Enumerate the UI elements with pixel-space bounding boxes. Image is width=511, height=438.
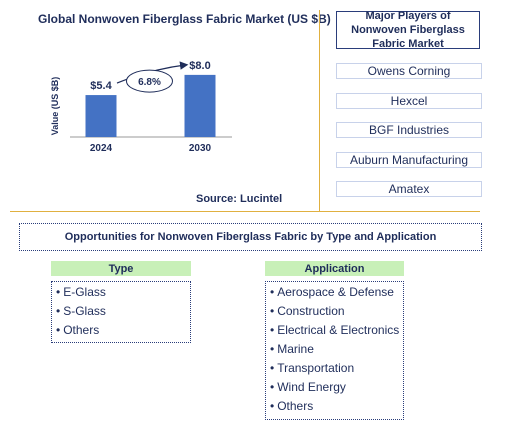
horizontal-divider <box>10 211 480 212</box>
application-list: • Aerospace & Defense • Construction • Elec… <box>265 281 404 420</box>
application-item: • Others <box>270 399 314 413</box>
application-item: • Marine <box>270 342 314 356</box>
bar-2030 <box>184 74 216 137</box>
bar-2024 <box>85 95 117 137</box>
type-item: • Others <box>56 323 100 337</box>
player-item: Auburn Manufacturing <box>336 152 482 168</box>
application-item: • Transportation <box>270 361 355 375</box>
opportunities-heading: Opportunities for Nonwoven Fiberglass Fa… <box>19 223 482 251</box>
application-item: • Electrical & Electronics <box>270 323 400 337</box>
chart-title: Global Nonwoven Fiberglass Fabric Market… <box>38 12 331 26</box>
players-heading: Major Players of Nonwoven Fiberglass Fab… <box>336 10 480 50</box>
cagr-label: 6.8% <box>138 77 161 88</box>
data-label-2024: $5.4 <box>90 80 112 92</box>
type-item: • S-Glass <box>56 304 106 318</box>
application-column-header: Application <box>265 261 404 276</box>
source-label: Source: Lucintel <box>196 193 283 205</box>
x-tick-label-2030: 2030 <box>189 143 212 154</box>
cagr-ellipse <box>126 69 173 93</box>
player-item: Amatex <box>336 181 482 197</box>
data-label-2030: $8.0 <box>189 60 210 72</box>
application-item: • Construction <box>270 304 345 318</box>
y-axis-label: Value (US $B) <box>50 77 60 136</box>
player-item: Hexcel <box>336 93 482 109</box>
bar-chart: Value (US $B) $5.4 2024 $8.0 2030 6.8% <box>50 60 232 154</box>
type-column-header: Type <box>51 261 191 276</box>
player-item: Owens Corning <box>336 63 482 79</box>
type-item: • E-Glass <box>56 285 106 299</box>
player-item: BGF Industries <box>336 122 482 138</box>
application-item: • Wind Energy <box>270 380 346 394</box>
type-list: • E-Glass • S-Glass • Others <box>51 281 191 343</box>
vertical-divider <box>319 10 320 211</box>
x-tick-label-2024: 2024 <box>90 143 113 154</box>
application-item: • Aerospace & Defense <box>270 285 394 299</box>
